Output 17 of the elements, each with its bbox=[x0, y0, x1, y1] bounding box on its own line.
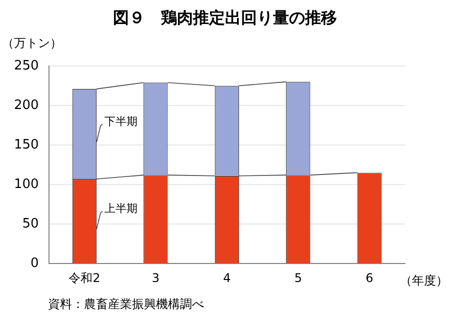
x-tick-label: 令和2 bbox=[68, 270, 100, 285]
y-tick-label: 200 bbox=[14, 98, 39, 113]
y-axis-title: （万トン） bbox=[2, 36, 62, 50]
x-tick-label: 3 bbox=[152, 270, 160, 285]
y-tick-label: 50 bbox=[22, 216, 39, 232]
series-label: 下半期 bbox=[104, 114, 138, 128]
x-axis-title: （年度） bbox=[400, 274, 448, 288]
y-tick-label: 0 bbox=[30, 256, 39, 271]
y-tick-label: 250 bbox=[14, 58, 39, 74]
series-label: 上半期 bbox=[104, 202, 138, 215]
text: 資料：農畜産業振興機構調べ bbox=[47, 296, 205, 313]
x-tick-label: 5 bbox=[294, 270, 302, 285]
y-tick-label: 100 bbox=[14, 176, 39, 192]
chart-title: 図９ 鶏肉推定出回り量の推移 bbox=[112, 7, 338, 29]
y-tick-label: 150 bbox=[14, 137, 39, 152]
x-tick-label: 6 bbox=[366, 270, 374, 285]
x-tick-label: 4 bbox=[223, 270, 231, 285]
